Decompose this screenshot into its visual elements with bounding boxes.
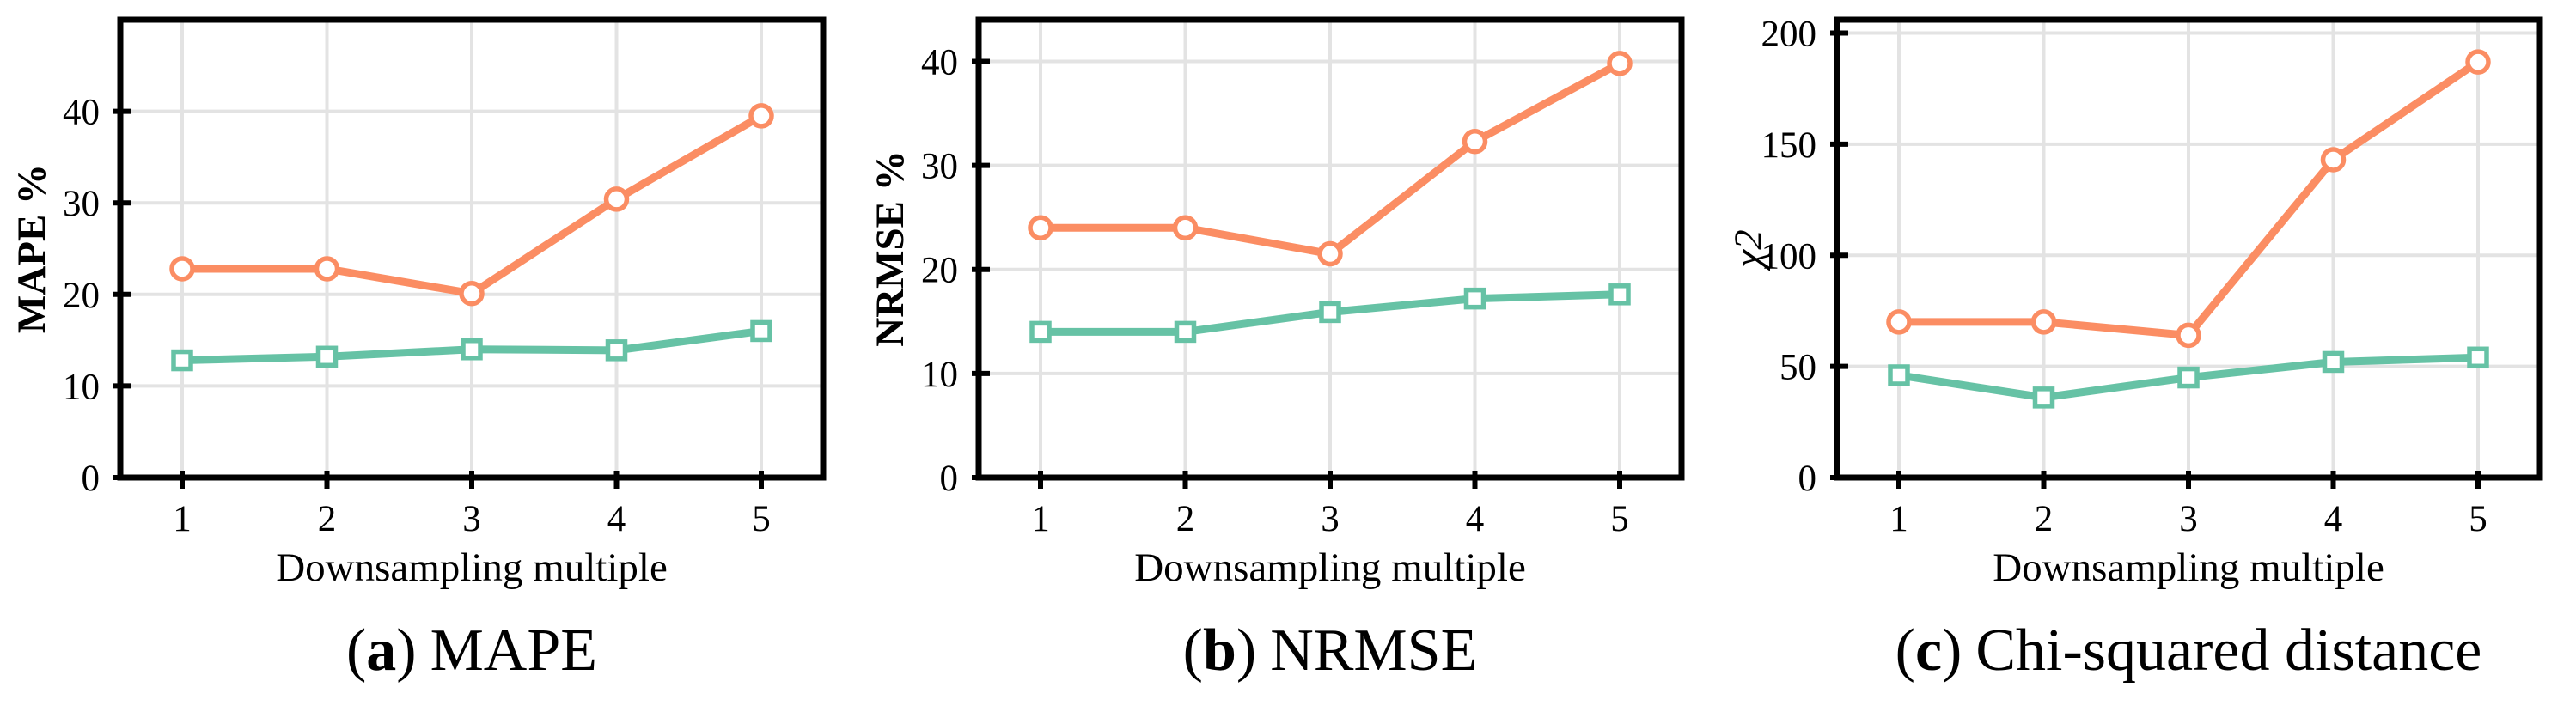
plot-border: [1834, 16, 2543, 481]
x-axis-label: Downsampling multiple: [276, 545, 668, 590]
y-tick-label: 100: [1761, 236, 1817, 277]
chart-a-panel: 0 10 20 30 40 1 2 3 4 5 Downsampling multiple MAPE …: [0, 0, 858, 724]
x-tick-label: 2: [1176, 499, 1195, 539]
data-point-square-marker: [750, 319, 772, 343]
y-tick-label: 0: [1798, 459, 1817, 499]
data-point-square-marker: [1888, 364, 1910, 386]
y-tick-label: 20: [921, 251, 958, 291]
chart-b-canvas: 0 10 20 30 40 1 2 3 4 5 Downsampling multiple NRMSE…: [868, 16, 1685, 590]
data-point-circle-marker: [2320, 147, 2347, 173]
y-tick-label: 40: [921, 42, 958, 82]
y-tick-label: 20: [63, 276, 100, 316]
y-tick-label: 50: [1779, 348, 1816, 388]
y-tick-label: 0: [82, 459, 101, 499]
x-tick-label: 5: [1610, 499, 1629, 539]
x-tick-label: 3: [2179, 499, 2198, 539]
x-tick-label: 1: [1889, 499, 1908, 539]
caption-close-paren: ): [396, 618, 417, 684]
y-tick-label: 200: [1761, 15, 1817, 55]
y-tick-label: 0: [940, 459, 959, 499]
y-axis-label: χ2: [1726, 229, 1771, 271]
caption-label: Chi-squared distance: [1975, 618, 2482, 684]
caption-open-paren: (: [1182, 618, 1203, 684]
y-axis-label: NRMSE %: [868, 150, 913, 346]
x-tick-label: 2: [2035, 499, 2054, 539]
chart-b-caption: (b) NRMSE: [979, 618, 1682, 684]
data-point-circle-marker: [314, 256, 340, 282]
x-tick-label: 5: [2469, 499, 2487, 539]
data-point-circle-marker: [1028, 215, 1053, 241]
x-tick-label: 3: [1321, 499, 1340, 539]
data-point-square-marker: [2177, 366, 2200, 389]
chart-c-panel: 0 50 100 150 200 1 2 3 4 5 Downsampling multiple χ2…: [1717, 0, 2575, 724]
caption-open-paren: (: [345, 618, 367, 684]
x-tick-label: 2: [318, 499, 337, 539]
caption-letter: b: [1202, 618, 1236, 684]
data-point-square-marker: [2032, 386, 2055, 409]
y-tick-label: 150: [1761, 125, 1817, 166]
caption-letter: c: [1914, 618, 1943, 684]
data-point-circle-marker: [1172, 215, 1199, 241]
data-point-square-marker: [605, 339, 628, 362]
data-point-circle-marker: [459, 280, 485, 307]
y-tick-label: 30: [921, 147, 958, 187]
data-point-circle-marker: [1607, 51, 1633, 76]
data-point-circle-marker: [1886, 309, 1912, 335]
caption-letter: a: [366, 618, 397, 684]
chart-b-panel: 0 10 20 30 40 1 2 3 4 5 Downsampling multiple NRMSE…: [858, 0, 1717, 724]
chart-c-canvas: 0 50 100 150 200 1 2 3 4 5 Downsampling multiple χ2: [1726, 15, 2543, 590]
plot-border: [975, 16, 1685, 481]
x-tick-label: 5: [752, 499, 771, 539]
y-tick-label: 40: [63, 93, 100, 133]
y-tick-label: 30: [63, 184, 100, 224]
data-point-circle-marker: [2176, 322, 2201, 349]
data-point-square-marker: [461, 338, 483, 361]
data-point-circle-marker: [169, 256, 195, 282]
chart-a-caption: (a) MAPE: [120, 618, 823, 684]
x-tick-label: 4: [1466, 499, 1485, 539]
chart-a-canvas: 0 10 20 30 40 1 2 3 4 5 Downsampling multiple MAPE …: [9, 16, 827, 590]
data-point-square-marker: [315, 345, 339, 368]
y-tick-label: 10: [921, 355, 958, 395]
x-tick-label: 4: [2324, 499, 2343, 539]
data-point-circle-marker: [1317, 240, 1343, 267]
caption-close-paren: ): [1236, 618, 1257, 684]
data-point-circle-marker: [2030, 309, 2057, 335]
data-point-square-marker: [2467, 346, 2489, 369]
data-point-square-marker: [2322, 350, 2345, 374]
x-axis-label: Downsampling multiple: [1993, 545, 2384, 590]
chart-c-caption: (c) Chi-squared distance: [1837, 618, 2540, 684]
data-point-square-marker: [1029, 320, 1052, 344]
data-point-circle-marker: [2465, 49, 2491, 75]
data-point-square-marker: [1174, 320, 1197, 344]
plot-border: [117, 16, 827, 481]
data-point-square-marker: [171, 349, 193, 372]
caption-open-paren: (: [1895, 618, 1915, 684]
x-tick-label: 1: [173, 499, 192, 539]
data-point-square-marker: [1463, 287, 1486, 310]
x-axis-label: Downsampling multiple: [1134, 545, 1526, 590]
data-point-circle-marker: [1462, 128, 1488, 155]
data-point-square-marker: [1319, 301, 1341, 324]
data-point-square-marker: [1608, 283, 1631, 306]
data-point-circle-marker: [748, 103, 774, 129]
caption-label: MAPE: [430, 618, 598, 684]
data-point-circle-marker: [603, 186, 630, 212]
y-tick-label: 10: [63, 367, 100, 407]
x-tick-label: 3: [462, 499, 481, 539]
caption-close-paren: ): [1942, 618, 1963, 684]
x-tick-label: 1: [1031, 499, 1050, 539]
caption-label: NRMSE: [1270, 618, 1478, 684]
y-axis-label: MAPE %: [9, 164, 54, 333]
x-tick-label: 4: [607, 499, 626, 539]
